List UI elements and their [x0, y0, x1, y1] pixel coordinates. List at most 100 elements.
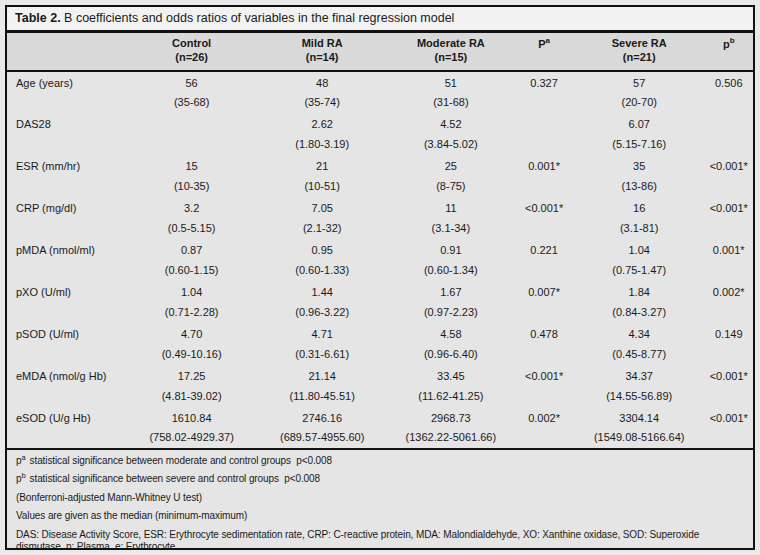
- cell-empty: [7, 302, 126, 323]
- header-pa-sup: a: [546, 36, 550, 45]
- cell-pa-value: 0.002*: [514, 407, 574, 428]
- cell-moderate-range: (31-68): [387, 92, 514, 113]
- row-variable-label: Age (years): [7, 71, 126, 92]
- cell-pb-value: 0.002*: [704, 281, 753, 302]
- header-pb: pb: [704, 33, 753, 71]
- footnote-line: pastatistical significance between moder…: [16, 455, 744, 468]
- table-row-range: (0.60-1.15) (0.60-1.33) (0.60-1.34) (0.7…: [7, 260, 753, 281]
- row-variable-label: pSOD (U/ml): [7, 323, 126, 344]
- cell-mild-median: 2746.16: [257, 407, 388, 428]
- table-row-range: (0.71-2.28) (0.96-3.22) (0.97-2.23) (0.8…: [7, 302, 753, 323]
- header-pa: Pa: [514, 33, 574, 71]
- cell-empty: [7, 218, 126, 239]
- cell-mild-range: (35-74): [257, 92, 388, 113]
- table-body: Age (years) 56 48 51 0.327 57 0.506 (35-…: [7, 71, 753, 449]
- row-variable-label: ESR (mm/hr): [7, 155, 126, 176]
- cell-moderate-median: 4.52: [387, 113, 514, 134]
- cell-mild-range: (10-51): [257, 176, 388, 197]
- cell-moderate-range: (3.1-34): [387, 218, 514, 239]
- row-variable-label: eMDA (nmol/g Hb): [7, 365, 126, 386]
- footnote-superscript: a: [21, 452, 25, 461]
- footnote-text: DAS: Disease Activity Score, ESR: Erythr…: [16, 529, 699, 550]
- cell-control-median: 56: [126, 71, 257, 92]
- cell-mild-median: 48: [257, 71, 388, 92]
- cell-control-range: (0.49-10.16): [126, 344, 257, 365]
- cell-control-median: 3.2: [126, 197, 257, 218]
- header-severe-ra: Severe RA (n=21): [574, 33, 705, 71]
- cell-empty: [704, 134, 753, 155]
- header-pb-sup: b: [730, 36, 735, 45]
- footnote-superscript: b: [21, 471, 25, 480]
- cell-moderate-median: 0.91: [387, 239, 514, 260]
- cell-empty: [514, 260, 574, 281]
- cell-control-range: (10-35): [126, 176, 257, 197]
- table-row-range: (35-68) (35-74) (31-68) (20-70): [7, 92, 753, 113]
- cell-mild-range: (0.96-3.22): [257, 302, 388, 323]
- cell-empty: [7, 344, 126, 365]
- cell-control-median: 1.04: [126, 281, 257, 302]
- footnote-line: Values are given as the median (minimum-…: [16, 510, 744, 523]
- header-severe-label: Severe RA: [574, 36, 705, 50]
- footnotes: pastatistical significance between moder…: [7, 450, 753, 550]
- header-moderate-label: Moderate RA: [387, 36, 514, 50]
- cell-moderate-range: (0.97-2.23): [387, 302, 514, 323]
- cell-empty: [514, 134, 574, 155]
- cell-mild-median: 4.71: [257, 323, 388, 344]
- cell-severe-range: (5.15-7.16): [574, 134, 705, 155]
- cell-severe-range: (14.55-56.89): [574, 386, 705, 407]
- cell-moderate-range: (11.62-41.25): [387, 386, 514, 407]
- footnote-line: DAS: Disease Activity Score, ESR: Erythr…: [16, 529, 744, 550]
- cell-severe-range: (1549.08-5166.64): [574, 428, 705, 449]
- cell-pb-value: [704, 113, 753, 134]
- table-row-range: (758.02-4929.37) (689.57-4955.60) (1362.…: [7, 428, 753, 449]
- cell-pb-value: <0.001*: [704, 197, 753, 218]
- cell-mild-range: (2.1-32): [257, 218, 388, 239]
- cell-mild-median: 2.62: [257, 113, 388, 134]
- cell-severe-median: 6.07: [574, 113, 705, 134]
- cell-mild-range: (1.80-3.19): [257, 134, 388, 155]
- cell-mild-median: 21.14: [257, 365, 388, 386]
- cell-mild-median: 21: [257, 155, 388, 176]
- cell-control-median: 4.70: [126, 323, 257, 344]
- table-row-median: pMDA (nmol/ml) 0.87 0.95 0.91 0.221 1.04…: [7, 239, 753, 260]
- cell-severe-median: 35: [574, 155, 705, 176]
- footnote-line: (Bonferroni-adjusted Mann-Whitney U test…: [16, 492, 744, 505]
- cell-empty: [7, 134, 126, 155]
- header-control-label: Control: [126, 36, 257, 50]
- cell-empty: [704, 428, 753, 449]
- cell-empty: [514, 428, 574, 449]
- cell-empty: [514, 92, 574, 113]
- cell-moderate-median: 33.45: [387, 365, 514, 386]
- cell-control-range: (758.02-4929.37): [126, 428, 257, 449]
- row-variable-label: pXO (U/ml): [7, 281, 126, 302]
- cell-control-median: 1610.84: [126, 407, 257, 428]
- cell-pa-value: 0.327: [514, 71, 574, 92]
- cell-empty: [704, 386, 753, 407]
- table-row-median: CRP (mg/dl) 3.2 7.05 11 <0.001* 16 <0.00…: [7, 197, 753, 218]
- cell-severe-range: (0.45-8.77): [574, 344, 705, 365]
- table-header: Control (n=26) Mild RA (n=14) Moderate R…: [7, 33, 753, 71]
- table-row-median: pSOD (U/ml) 4.70 4.71 4.58 0.478 4.34 0.…: [7, 323, 753, 344]
- cell-control-range: (4.81-39.02): [126, 386, 257, 407]
- table-row-median: eSOD (U/g Hb) 1610.84 2746.16 2968.73 0.…: [7, 407, 753, 428]
- cell-moderate-range: (3.84-5.02): [387, 134, 514, 155]
- cell-pa-value: 0.007*: [514, 281, 574, 302]
- cell-empty: [514, 302, 574, 323]
- cell-empty: [514, 344, 574, 365]
- table-row-median: Age (years) 56 48 51 0.327 57 0.506: [7, 71, 753, 92]
- cell-empty: [7, 260, 126, 281]
- cell-moderate-range: (1362.22-5061.66): [387, 428, 514, 449]
- cell-moderate-median: 4.58: [387, 323, 514, 344]
- table-row-range: (10-35) (10-51) (8-75) (13-86): [7, 176, 753, 197]
- row-variable-label: CRP (mg/dl): [7, 197, 126, 218]
- cell-pb-value: 0.149: [704, 323, 753, 344]
- row-variable-label: DAS28: [7, 113, 126, 134]
- cell-empty: [514, 386, 574, 407]
- cell-severe-median: 1.84: [574, 281, 705, 302]
- cell-empty: [7, 428, 126, 449]
- cell-pa-value: [514, 113, 574, 134]
- cell-control-median: 15: [126, 155, 257, 176]
- cell-moderate-median: 51: [387, 71, 514, 92]
- footnote-text: Values are given as the median (minimum-…: [16, 510, 247, 521]
- cell-pa-value: 0.001*: [514, 155, 574, 176]
